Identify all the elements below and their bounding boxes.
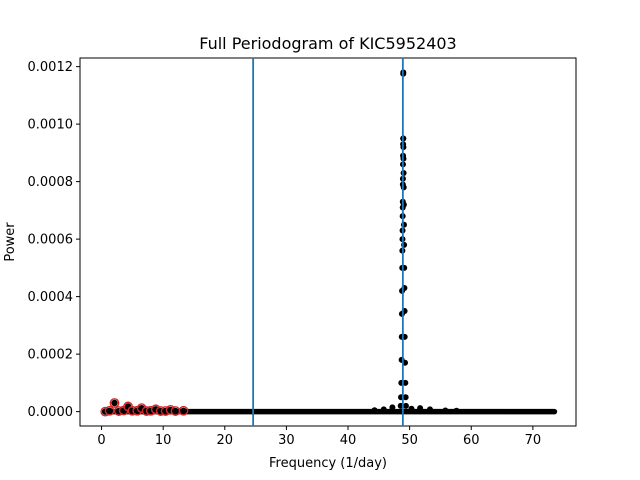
data-point: [172, 407, 179, 415]
x-tick-label: 0: [97, 433, 105, 448]
data-point: [180, 407, 187, 414]
data-point: [138, 404, 145, 412]
data-point: [408, 405, 415, 412]
data-point-red-outline: [178, 405, 189, 416]
data-point-red-outline: [104, 405, 115, 416]
data-point: [389, 404, 396, 411]
x-tick-label: 40: [340, 433, 357, 448]
data-point: [453, 407, 460, 414]
data-point: [106, 407, 113, 414]
y-tick-label: 0.0006: [28, 233, 74, 248]
data-point: [402, 402, 409, 409]
x-axis-ticks: 0 10 20 30 40 50 60 70: [97, 426, 541, 448]
data-point: [120, 407, 127, 414]
data-point: [402, 394, 409, 401]
chart-title: Full Periodogram of KIC5952403: [199, 34, 456, 53]
y-axis-ticks: 0.0000 0.0002 0.0004 0.0006 0.0008 0.0010 0.00…: [28, 60, 80, 420]
data-point: [111, 399, 118, 407]
data-point: [417, 405, 424, 412]
y-tick-label: 0.0000: [28, 405, 74, 420]
plot-frame: [79, 57, 577, 427]
data-point: [380, 406, 387, 413]
data-point: [371, 407, 378, 414]
y-tick-label: 0.0004: [28, 290, 74, 305]
data-point-red-outline: [109, 398, 120, 408]
x-axis-label: Frequency (1/day): [269, 456, 387, 471]
y-tick-label: 0.0002: [28, 348, 74, 363]
data-point: [400, 201, 407, 208]
x-tick-label: 50: [401, 433, 418, 448]
y-tick-label: 0.0012: [28, 60, 74, 75]
data-point: [402, 379, 409, 386]
vertical-lines: [252, 58, 404, 426]
y-tick-label: 0.0010: [28, 118, 74, 133]
y-tick-label: 0.0008: [28, 175, 74, 190]
y-axis-label: Power: [3, 222, 18, 262]
x-tick-label: 70: [525, 433, 542, 448]
x-tick-label: 10: [155, 433, 172, 448]
x-tick-label: 30: [278, 433, 295, 448]
data-point: [400, 221, 407, 228]
data-point: [426, 406, 433, 413]
x-tick-label: 20: [217, 433, 234, 448]
data-marks: [100, 69, 558, 417]
data-point: [442, 407, 449, 414]
x-tick-label: 60: [463, 433, 480, 448]
